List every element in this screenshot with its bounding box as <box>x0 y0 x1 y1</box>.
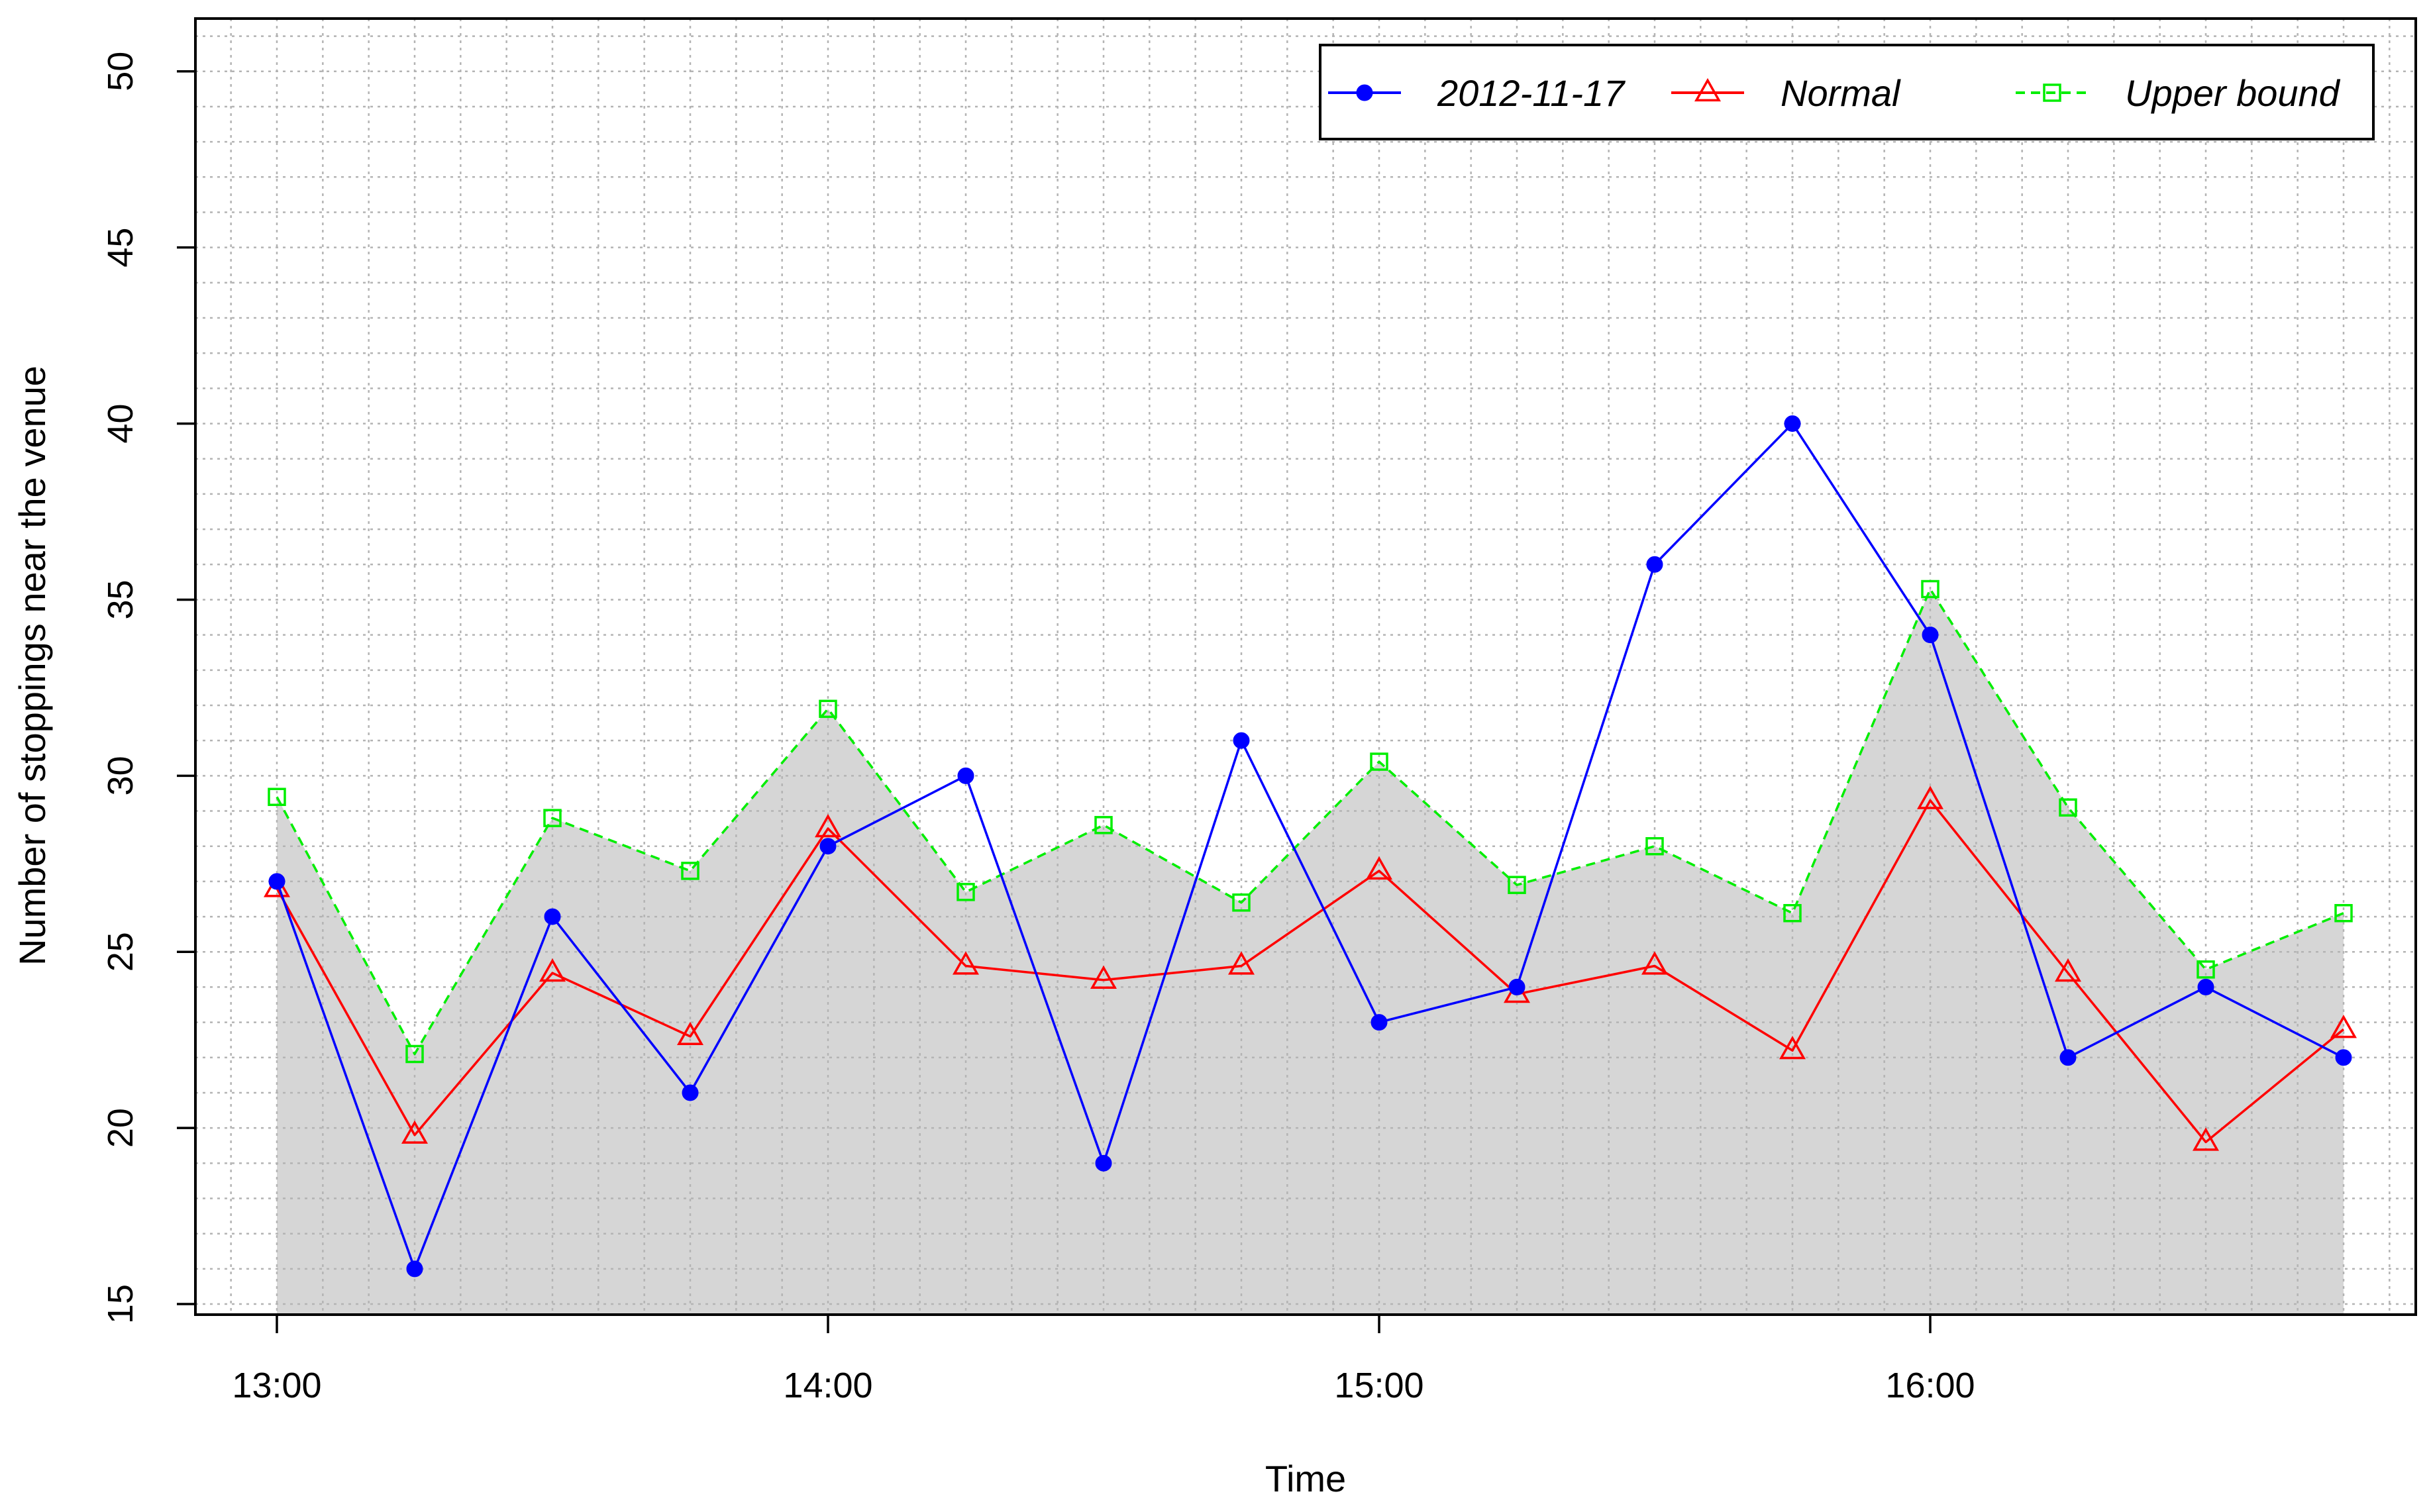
series-2012-11-17 <box>268 415 2352 1278</box>
y-axis-label: Number of stoppings near the venue <box>11 366 53 966</box>
data-point-upper-bound <box>1370 752 1388 771</box>
x-tick-label: 14:00 <box>783 1366 872 1405</box>
y-tick-label: 15 <box>101 1284 140 1324</box>
data-point-upper-bound <box>1232 893 1251 912</box>
data-point-normal <box>1641 951 1669 975</box>
series-line-upper-bound <box>276 587 2344 1056</box>
legend-item-normal: Normal <box>1671 72 1901 114</box>
axis-layer: 13:00 14:00 15:00 16:00 15 20 25 30 35 40 45 50 <box>101 52 1975 1405</box>
legend-marker-2012-11-17 <box>1356 84 1373 101</box>
legend-label-upper-bound: Upper bound <box>2125 72 2341 114</box>
data-point-upper-bound <box>405 1044 424 1064</box>
data-point-upper-bound <box>1921 580 1940 599</box>
data-point-upper-bound <box>957 883 975 901</box>
series-line-2012-11-17 <box>276 422 2344 1270</box>
data-point-2012-11-17 <box>268 873 285 890</box>
data-point-2012-11-17 <box>1371 1014 1388 1031</box>
data-point-normal <box>2192 1127 2220 1151</box>
grid-layer <box>195 19 2416 1315</box>
legend-label-2012-11-17: 2012-11-17 <box>1437 72 1626 114</box>
data-point-2012-11-17 <box>957 767 974 784</box>
data-point-2012-11-17 <box>1508 978 1526 995</box>
data-point-2012-11-17 <box>682 1084 699 1101</box>
data-point-normal <box>1090 965 1117 989</box>
series-upper-bound <box>268 580 2353 1064</box>
x-tick-label: 15:00 <box>1334 1366 1423 1405</box>
data-point-2012-11-17 <box>2197 978 2214 995</box>
x-axis-label: Time <box>1265 1458 1346 1499</box>
data-point-upper-bound <box>543 809 562 827</box>
y-tick-label: 50 <box>101 52 140 91</box>
legend-entries: 2012-11-17 Normal Upper bound <box>1328 72 2341 114</box>
legend-marker-normal <box>1694 77 1722 102</box>
data-point-normal <box>401 1120 429 1144</box>
data-point-upper-bound <box>2059 798 2077 817</box>
data-point-2012-11-17 <box>1646 556 1663 573</box>
x-tick-label: 13:00 <box>232 1366 321 1405</box>
data-point-normal <box>814 813 842 838</box>
data-point-2012-11-17 <box>1784 415 1801 432</box>
legend-box <box>1319 44 2375 140</box>
data-point-normal <box>2054 958 2082 982</box>
legend-item-upper-bound: Upper bound <box>2016 72 2341 114</box>
data-point-normal <box>1779 1036 1806 1060</box>
data-point-2012-11-17 <box>1922 627 1939 644</box>
legend-label-normal: Normal <box>1781 72 1901 114</box>
data-point-2012-11-17 <box>2335 1049 2352 1066</box>
y-tick-label: 30 <box>101 756 140 795</box>
legend-item-2012-11-17: 2012-11-17 <box>1328 72 1626 114</box>
data-point-upper-bound <box>681 862 699 880</box>
data-point-normal <box>539 958 566 982</box>
y-tick-label: 25 <box>101 932 140 972</box>
series-layer <box>263 415 2357 1278</box>
data-point-upper-bound <box>1645 836 1664 856</box>
data-point-normal <box>676 1021 704 1046</box>
data-point-upper-bound <box>1508 876 1526 894</box>
data-point-2012-11-17 <box>1095 1154 1112 1172</box>
y-tick-label: 45 <box>101 228 140 268</box>
x-tick-label: 16:00 <box>1885 1366 1975 1405</box>
data-point-upper-bound <box>268 787 286 807</box>
legend: 2012-11-17 Normal Upper bound <box>1319 44 2375 140</box>
data-point-2012-11-17 <box>1233 732 1250 749</box>
data-point-2012-11-17 <box>2059 1049 2077 1066</box>
data-point-upper-bound <box>1094 816 1113 834</box>
data-point-upper-bound <box>2334 904 2353 923</box>
data-point-upper-bound <box>2197 960 2215 979</box>
data-point-normal <box>952 951 980 975</box>
data-point-2012-11-17 <box>544 908 561 925</box>
y-tick-label: 40 <box>101 404 140 444</box>
data-point-2012-11-17 <box>819 838 837 855</box>
data-point-normal <box>1227 951 1255 975</box>
y-tick-label: 20 <box>101 1108 140 1148</box>
y-tick-label: 35 <box>101 580 140 619</box>
data-point-normal <box>2330 1015 2357 1038</box>
data-point-upper-bound <box>1783 904 1802 923</box>
data-point-upper-bound <box>819 699 837 719</box>
data-point-normal <box>1916 785 1944 809</box>
data-point-2012-11-17 <box>406 1260 423 1278</box>
data-point-normal <box>1365 856 1393 880</box>
legend-marker-upper-bound <box>2043 83 2061 102</box>
